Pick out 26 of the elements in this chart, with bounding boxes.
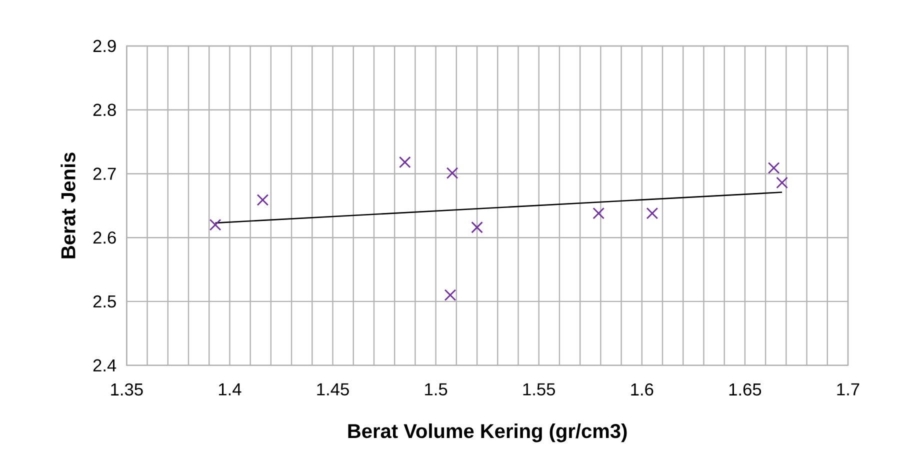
- point: [776, 176, 788, 189]
- point: [446, 167, 458, 180]
- x-tick-label: 1.35: [111, 383, 143, 396]
- y-tick-label: 2.6: [93, 231, 116, 244]
- x-tick-label: 1.6: [631, 383, 654, 396]
- x-tick-label: 1.4: [218, 383, 242, 396]
- point: [398, 156, 411, 168]
- y-tick-label: 2.8: [93, 104, 116, 116]
- point: [646, 207, 658, 220]
- x-tick-label: 1.7: [837, 383, 860, 396]
- y-tick-label: 2.5: [93, 295, 116, 308]
- y-tick-label: 2.4: [93, 359, 116, 372]
- point: [592, 207, 605, 220]
- point: [256, 194, 269, 206]
- point: [209, 218, 222, 231]
- y-axis-title: Berat Jenis: [60, 152, 76, 258]
- x-axis-title: Berat Volume Kering (gr/cm3): [348, 423, 627, 442]
- x-tick-label: 1.5: [425, 383, 448, 396]
- y-tick-label: 2.7: [93, 168, 116, 180]
- point: [444, 289, 456, 301]
- point: [471, 221, 483, 234]
- x-tick-label: 1.45: [317, 383, 349, 396]
- x-tick-label: 1.55: [523, 383, 555, 396]
- x-tick-label: 1.65: [729, 383, 762, 396]
- point: [768, 162, 780, 174]
- y-tick-label: 2.9: [93, 40, 116, 52]
